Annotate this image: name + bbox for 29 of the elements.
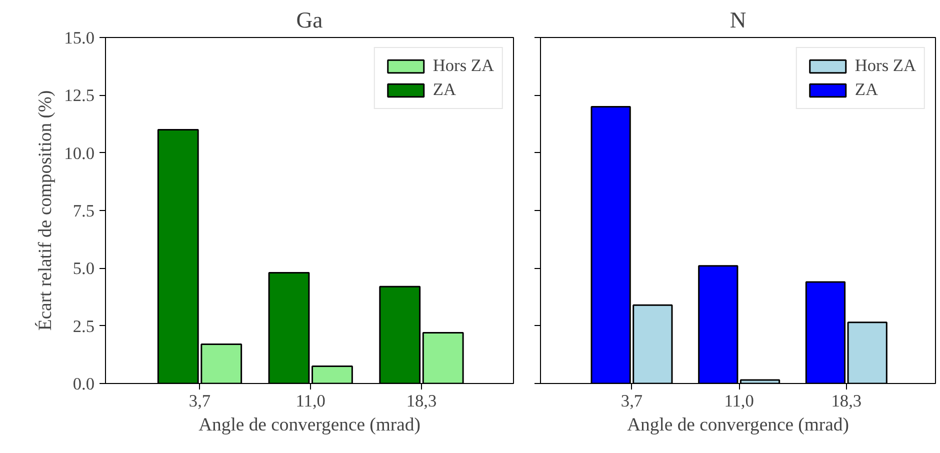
x-tick-label: 11,0	[724, 392, 754, 410]
x-tick-label: 3,7	[620, 392, 643, 410]
x-axis-title: Angle de convergence (mrad)	[627, 414, 849, 436]
bar	[379, 286, 421, 384]
legend-label: ZA	[432, 80, 456, 100]
legend-label: Hors ZA	[854, 56, 916, 76]
y-tick-label: 0.0	[72, 374, 95, 394]
bar	[847, 322, 888, 384]
y-tick-label: 15.0	[64, 28, 95, 48]
legend-label: Hors ZA	[432, 56, 494, 76]
chart-title: N	[730, 8, 746, 32]
y-axis-title: Écart relatif de composition (%)	[34, 90, 56, 331]
x-tick-label: 11,0	[296, 392, 326, 410]
x-tick-label: 18,3	[831, 392, 862, 410]
x-axis-title: Angle de convergence (mrad)	[198, 414, 420, 436]
bar	[422, 332, 464, 384]
bar	[698, 265, 738, 384]
legend-label: ZA	[854, 80, 878, 100]
x-tick-label: 18,3	[406, 392, 437, 410]
y-tick-label: 12.5	[64, 86, 95, 106]
bar	[268, 272, 310, 384]
y-tick-label: 2.5	[72, 316, 95, 336]
y-tick-label: 10.0	[64, 144, 95, 163]
bar	[312, 365, 353, 384]
chart-title: Ga	[296, 8, 323, 32]
y-tick-label: 5.0	[72, 259, 95, 278]
y-tick-label: 7.5	[72, 202, 95, 220]
bar	[805, 281, 846, 384]
x-tick-label: 3,7	[188, 392, 211, 410]
